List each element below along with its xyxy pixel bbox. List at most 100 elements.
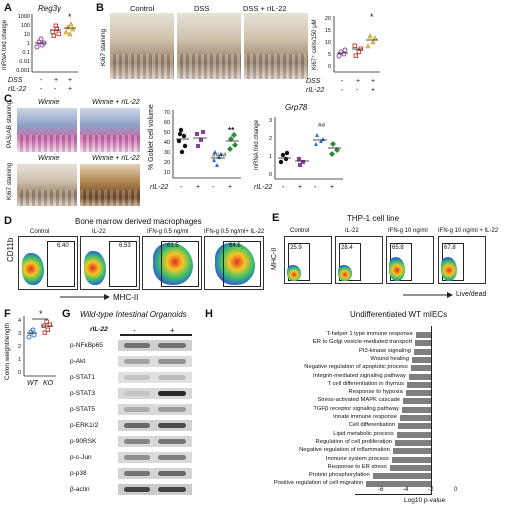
bar: [408, 373, 431, 380]
bar: [413, 348, 431, 355]
row-label: rIL-22: [8, 86, 27, 93]
bar: [412, 356, 431, 363]
blot-label: p-STAT5: [70, 406, 96, 413]
flow-plot: 6.40: [18, 236, 78, 290]
y-tick: 10: [23, 32, 30, 38]
category-label: Immune system process: [325, 455, 389, 462]
cell: +: [298, 184, 303, 191]
y-tick: 50: [163, 130, 170, 136]
y-ticks: 4 3 2 1 0: [13, 318, 21, 376]
bar: [391, 456, 431, 463]
western-blot: p-NFκBp65 p-Akt p-STAT1 p-STAT3 p-STAT5 …: [70, 340, 195, 502]
bar: [372, 473, 431, 480]
y-tick: 2: [268, 136, 272, 142]
y-axis-label: MHC-II: [271, 247, 278, 270]
y-ticks: 70 60 50 40 30 20 10: [158, 110, 170, 176]
significance-star: *: [39, 309, 43, 319]
row-label: rIL-22: [150, 184, 169, 191]
histology-image-winnie-pas: [17, 108, 77, 152]
flow-plot: 28.4: [335, 236, 383, 284]
significance-label: ####: [212, 152, 227, 159]
y-tick: 0.001: [16, 68, 30, 74]
image-title: Control: [130, 4, 155, 13]
x-axis-label: Log10 p-value: [404, 497, 446, 504]
image-title: Winnie: [38, 99, 60, 106]
flow-plot: 64.6: [204, 236, 264, 290]
arrow-icon: [403, 292, 453, 298]
x-axis-label: MHC-II: [113, 293, 139, 302]
flow-plot: 61.5: [142, 236, 202, 290]
panel-label: G: [62, 308, 71, 320]
blot-label: p-p38: [70, 470, 87, 477]
x-tick: KO: [43, 380, 54, 387]
category-label: T-helper 1 type immune response: [326, 331, 413, 337]
cell: -: [212, 184, 215, 191]
blot-label: p-STAT1: [70, 374, 96, 381]
cell: -: [282, 184, 285, 191]
bar: [393, 448, 431, 455]
category-label: Regulation of cell proliferation: [315, 438, 392, 445]
significance-star: *: [68, 12, 72, 22]
bar: [398, 423, 431, 430]
plot-title: IL-22: [92, 229, 106, 235]
y-tick: 2: [17, 344, 21, 350]
cell: -: [341, 87, 344, 94]
x-axis-label: Live/dead: [456, 291, 487, 298]
blot-label: p-Akt: [70, 358, 86, 365]
plot-title: IFN-g 0.5 ng/ml+ IL-22: [204, 229, 265, 235]
category-label: T cell differentiation in thymus: [327, 380, 404, 387]
bar: [415, 332, 431, 338]
y-tick: 70: [163, 110, 170, 116]
bar: [366, 481, 431, 488]
category-label: Integrin-mediated signaling pathway: [313, 372, 406, 379]
image-title: DSS + rIL-22: [243, 4, 287, 13]
cell: -: [314, 184, 317, 191]
dot-plot: [333, 16, 380, 73]
bar-chart: T-helper 1 type immune response ER to Gol…: [215, 320, 515, 500]
treatment-row: rIL-22 - + - +: [254, 184, 349, 194]
y-tick: 20: [163, 160, 170, 166]
arrow-icon: [60, 294, 110, 300]
y-tick: 0: [17, 370, 21, 376]
cell: +: [228, 184, 233, 191]
lane-sign: +: [170, 326, 175, 335]
panel-title: Bone marrow derived macrophages: [75, 217, 202, 226]
row-label: DSS: [8, 77, 23, 84]
x-tick: -4: [403, 487, 409, 493]
lane-sign: -: [133, 326, 136, 335]
category-label: Wound healing: [370, 355, 409, 362]
y-axis-label: mRNA fold change: [2, 19, 8, 70]
y-tick: 3: [17, 331, 21, 337]
significance-star: *: [370, 12, 374, 22]
treatment-table: DSS - + + rIL-22 - - +: [8, 77, 88, 97]
cell: +: [54, 77, 59, 84]
bar: [389, 464, 431, 471]
y-axis-label: Ki67⁺ cells/150 μM: [312, 19, 318, 70]
cell: -: [341, 78, 344, 85]
y-ticks: 1000 100 10 1 0.1 0.01 0.001: [14, 14, 30, 74]
gate-percent: 25.9: [290, 245, 302, 251]
gene-name: Grp78: [285, 103, 308, 112]
histology-image-winnie-ril22-ki67: [80, 164, 140, 206]
dot-plot: [172, 110, 241, 179]
dot-plot: [274, 117, 343, 180]
cell: -: [54, 86, 57, 93]
cell: +: [371, 87, 376, 94]
cell: -: [40, 77, 43, 84]
cell: -: [356, 87, 359, 94]
y-tick: 1: [268, 154, 272, 160]
x-tick: WT: [27, 380, 38, 387]
category-label: Positive regulation of cell migration: [273, 480, 364, 487]
blot-label: p-NFκBp65: [70, 342, 103, 349]
plot-title: Control: [290, 228, 310, 234]
gate-percent: 6.53: [119, 243, 131, 249]
bar: [410, 365, 431, 372]
cell: +: [68, 77, 73, 84]
row-label: DSS: [306, 78, 321, 85]
panel-label: H: [205, 308, 213, 320]
category-label: PI3-kinase signaling: [359, 347, 411, 354]
y-tick: 15: [324, 28, 331, 34]
stain-label: PAS/AB staining: [6, 100, 13, 148]
flow-plot: 6.53: [80, 236, 140, 290]
y-tick: 0: [268, 172, 272, 178]
